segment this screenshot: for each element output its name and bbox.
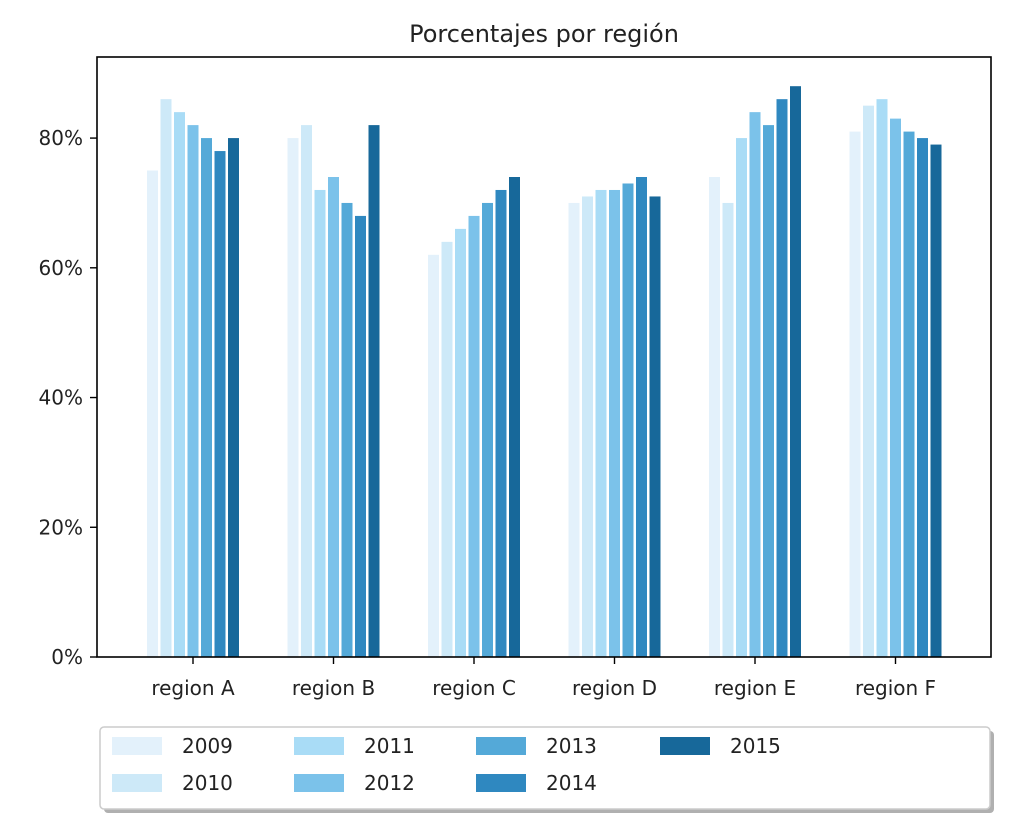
bar-2011-region-d — [595, 189, 607, 657]
bar-2010-region-d — [582, 196, 593, 657]
legend-label-2011: 2011 — [364, 734, 415, 758]
bar-2014-region-e — [776, 99, 788, 657]
bar-2012-region-c — [468, 215, 480, 658]
bar-2011-region-b — [314, 189, 326, 657]
bar-2010-region-c — [441, 241, 453, 658]
bars-group — [147, 86, 942, 658]
legend-swatch-2011 — [294, 737, 344, 755]
y-axis-ticks: 0% 20% 40% 60% 80% — [39, 126, 97, 669]
bar-2015-region-e — [790, 86, 801, 657]
bar-2009-region-d — [568, 202, 580, 657]
bar-2013-region-d — [622, 183, 634, 658]
y-tick-label: 40% — [39, 386, 83, 410]
legend-swatch-2012 — [294, 774, 344, 792]
bar-2014-region-c — [495, 189, 507, 657]
bar-2012-region-e — [749, 112, 761, 657]
x-tick-label: region A — [151, 676, 235, 700]
x-tick-label: region D — [572, 676, 657, 700]
legend-label-2014: 2014 — [546, 771, 597, 795]
bar-2014-region-f — [917, 138, 928, 657]
legend-label-2009: 2009 — [182, 734, 233, 758]
bar-2011-region-e — [736, 138, 747, 657]
legend-label-2013: 2013 — [546, 734, 597, 758]
bar-2013-region-e — [763, 125, 774, 658]
legend: 2009 2010 2011 2012 2013 2014 2015 — [99, 726, 994, 813]
bar-2011-region-c — [455, 228, 466, 657]
bar-2009-region-f — [849, 131, 861, 658]
legend-swatch-2013 — [476, 737, 526, 755]
x-tick-label: region E — [714, 676, 796, 700]
bar-2015-region-d — [649, 196, 661, 657]
chart-title: Porcentajes por región — [409, 20, 679, 48]
bar-2009-region-c — [428, 254, 439, 657]
y-tick-label: 0% — [51, 645, 83, 669]
bar-2015-region-f — [930, 144, 942, 657]
legend-swatch-2010 — [112, 774, 162, 792]
bar-2009-region-e — [709, 177, 720, 657]
legend-label-2012: 2012 — [364, 771, 415, 795]
bar-2013-region-f — [903, 131, 915, 658]
bar-2015-region-a — [228, 138, 239, 657]
bar-2010-region-a — [160, 99, 172, 657]
bar-2015-region-c — [509, 177, 520, 657]
x-tick-label: region B — [292, 676, 375, 700]
plot-frame — [96, 56, 992, 658]
legend-swatch-2014 — [476, 774, 526, 792]
bar-2010-region-f — [863, 105, 874, 657]
bar-2015-region-b — [368, 125, 380, 658]
bar-2012-region-b — [328, 177, 339, 657]
bar-2013-region-b — [341, 202, 353, 657]
bar-2014-region-b — [355, 215, 366, 658]
bar-2011-region-a — [174, 112, 185, 657]
bar-2012-region-d — [609, 189, 620, 657]
x-tick-label: region F — [855, 676, 936, 700]
bar-2010-region-e — [722, 202, 734, 657]
y-tick-label: 80% — [39, 126, 83, 150]
bar-2014-region-a — [214, 151, 226, 658]
bar-2010-region-b — [301, 125, 312, 658]
x-axis-ticks: region A region B region C region D region E… — [151, 657, 936, 700]
legend-label-2015: 2015 — [730, 734, 781, 758]
bar-2013-region-a — [201, 138, 212, 657]
bar-2009-region-a — [147, 170, 158, 657]
bar-2014-region-d — [636, 177, 647, 657]
legend-box — [99, 726, 991, 810]
bar-2013-region-c — [482, 202, 493, 657]
bar-2012-region-a — [187, 125, 199, 658]
bar-2012-region-f — [890, 118, 901, 658]
bar-2009-region-b — [287, 138, 299, 657]
legend-label-2010: 2010 — [182, 771, 233, 795]
legend-swatch-2009 — [112, 737, 162, 755]
bar-2011-region-f — [876, 99, 888, 657]
y-tick-label: 20% — [39, 515, 83, 539]
x-tick-label: region C — [432, 676, 516, 700]
y-tick-label: 60% — [39, 256, 83, 280]
legend-swatch-2015 — [660, 737, 710, 755]
